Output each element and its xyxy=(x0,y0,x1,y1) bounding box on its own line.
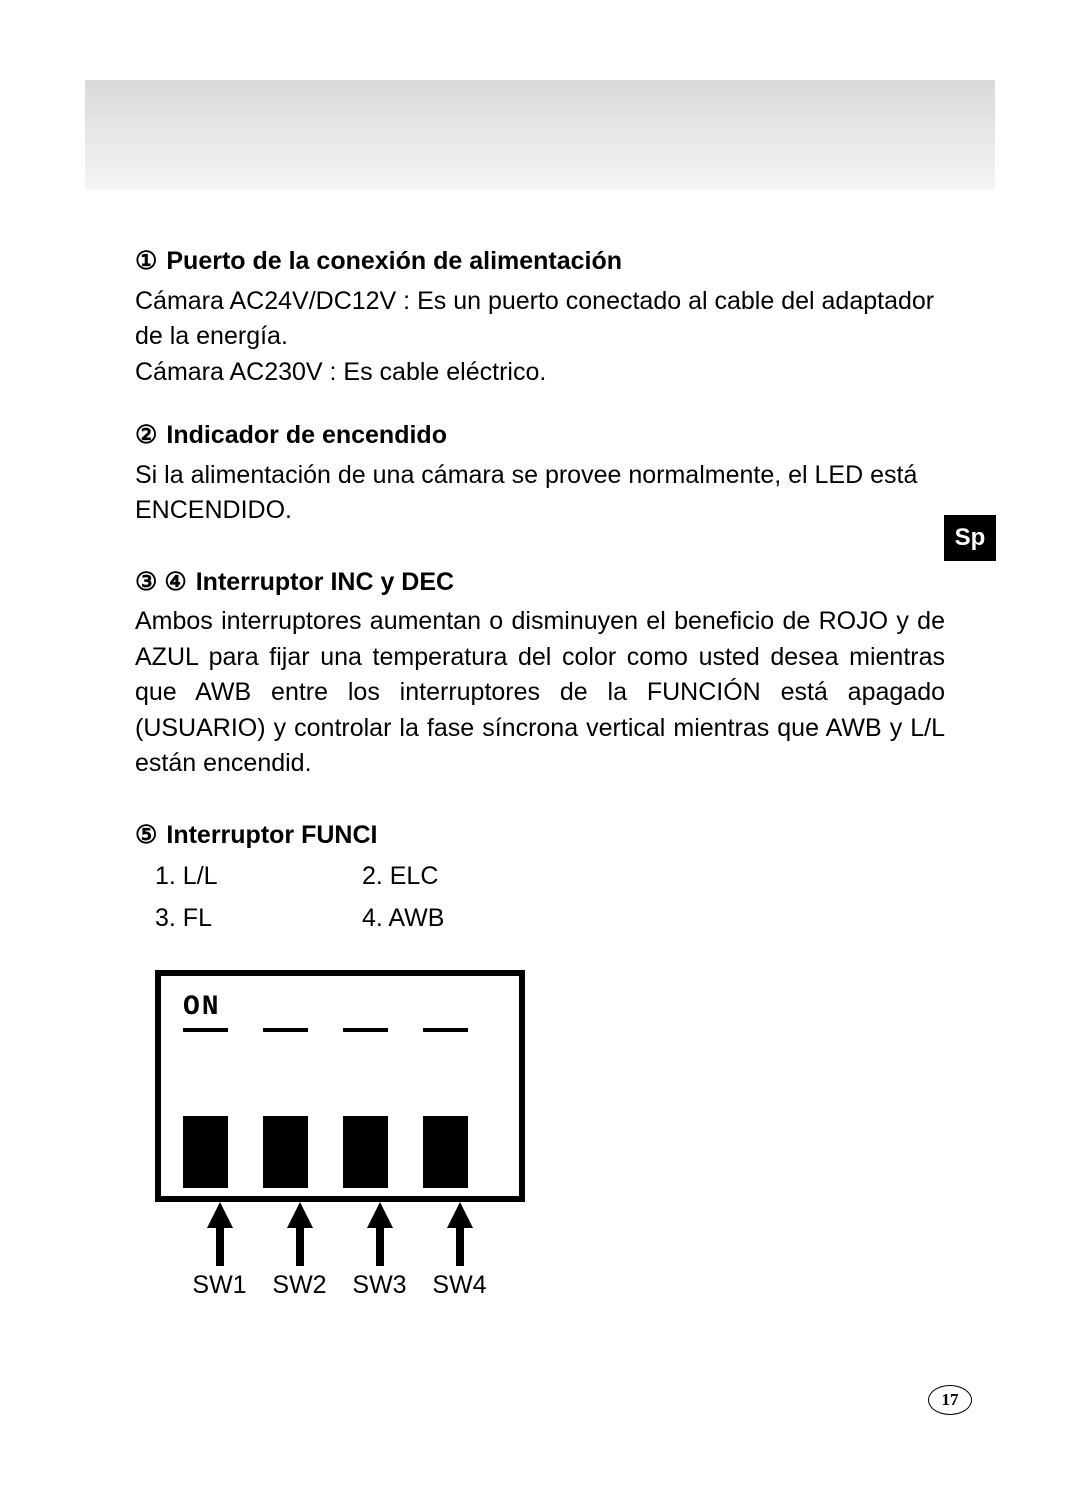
up-arrow-icon xyxy=(285,1202,315,1266)
funci-item-1: 1. L/L xyxy=(155,859,355,895)
on-label: ON xyxy=(183,988,221,1028)
content-area: ① Puerto de la conexión de alimentación … xyxy=(85,190,995,1304)
heading-3-title: Interruptor INC y DEC xyxy=(196,568,454,596)
up-arrow-icon xyxy=(205,1202,235,1266)
section-inc-dec: ③ ④ Interruptor INC y DEC Ambos interrup… xyxy=(135,565,945,782)
dip-switch-2 xyxy=(263,1028,308,1188)
body-1-line2: Cámara AC230V : Es cable eléctrico. xyxy=(135,355,945,391)
body-3: Ambos interruptores aumentan o disminuye… xyxy=(135,604,945,782)
page-number-value: 17 xyxy=(928,1385,972,1415)
sw-label-3: SW3 xyxy=(347,1268,412,1304)
arrow-4 xyxy=(437,1202,482,1266)
dip-labels: SW1 SW2 SW3 SW4 xyxy=(167,1268,945,1304)
arrow-2 xyxy=(277,1202,322,1266)
section-power-port: ① Puerto de la conexión de alimentación … xyxy=(135,244,945,390)
up-arrow-icon xyxy=(445,1202,475,1266)
dip-switch-4 xyxy=(423,1028,468,1188)
section-funci: ⑤ Interruptor FUNCI 1. L/L 2. ELC 3. FL … xyxy=(135,818,945,1304)
language-tab: Sp xyxy=(944,515,996,561)
dip-switch-3 xyxy=(343,1028,388,1188)
sw-label-1: SW1 xyxy=(187,1268,252,1304)
heading-2: ② Indicador de encendido xyxy=(135,418,945,454)
funci-row-2: 3. FL 4. AWB xyxy=(135,901,945,937)
heading-1-title: Puerto de la conexión de alimentación xyxy=(166,247,622,275)
dip-thumb-3 xyxy=(343,1116,388,1188)
dip-thumb-2 xyxy=(263,1116,308,1188)
dip-thumb-4 xyxy=(423,1116,468,1188)
heading-3: ③ ④ Interruptor INC y DEC xyxy=(135,565,945,601)
sw-label-2: SW2 xyxy=(267,1268,332,1304)
funci-row-1: 1. L/L 2. ELC xyxy=(135,859,945,895)
heading-4-title: Interruptor FUNCI xyxy=(166,821,377,849)
funci-item-3: 3. FL xyxy=(155,901,355,937)
page: ① Puerto de la conexión de alimentación … xyxy=(85,0,995,1304)
circled-number-3-4: ③ ④ xyxy=(135,565,187,601)
up-arrow-icon xyxy=(365,1202,395,1266)
body-2: Si la alimentación de una cámara se prov… xyxy=(135,458,945,529)
heading-2-title: Indicador de encendido xyxy=(166,421,447,449)
circled-number-2: ② xyxy=(135,418,157,454)
dip-thumb-1 xyxy=(183,1116,228,1188)
section-power-indicator: ② Indicador de encendido Si la alimentac… xyxy=(135,418,945,529)
circled-number-5: ⑤ xyxy=(135,818,157,854)
funci-item-2: 2. ELC xyxy=(362,859,562,895)
dip-switches xyxy=(183,1028,468,1188)
sw-label-4: SW4 xyxy=(427,1268,492,1304)
body-1-line1: Cámara AC24V/DC12V : Es un puerto conect… xyxy=(135,284,945,355)
dip-frame: ON xyxy=(155,970,525,1202)
header-band xyxy=(85,80,995,190)
arrow-3 xyxy=(357,1202,402,1266)
arrow-1 xyxy=(197,1202,242,1266)
heading-1: ① Puerto de la conexión de alimentación xyxy=(135,244,945,280)
page-number: 17 xyxy=(928,1385,972,1419)
dip-arrows xyxy=(177,1202,945,1266)
dip-switch-1 xyxy=(183,1028,228,1188)
dip-diagram: ON xyxy=(135,970,945,1304)
funci-item-4: 4. AWB xyxy=(362,901,562,937)
heading-4: ⑤ Interruptor FUNCI xyxy=(135,818,945,854)
circled-number-1: ① xyxy=(135,244,157,280)
